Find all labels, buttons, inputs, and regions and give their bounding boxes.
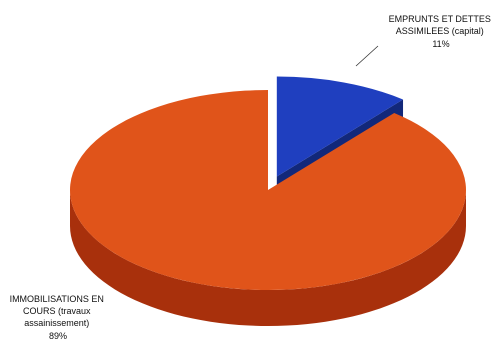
pie-slices bbox=[70, 76, 466, 326]
label-leader-line-emprunts bbox=[355, 45, 379, 67]
pie-slice-side-1 bbox=[70, 190, 466, 326]
pie-slice-0 bbox=[276, 76, 404, 177]
pie-slice-1 bbox=[70, 89, 466, 290]
slice-label-emprunts: EMPRUNTS ET DETTES ASSIMILEES (capital) … bbox=[389, 14, 494, 49]
slice-label-immobilisations: IMMOBILISATIONS EN COURS (travaux assain… bbox=[10, 294, 107, 341]
